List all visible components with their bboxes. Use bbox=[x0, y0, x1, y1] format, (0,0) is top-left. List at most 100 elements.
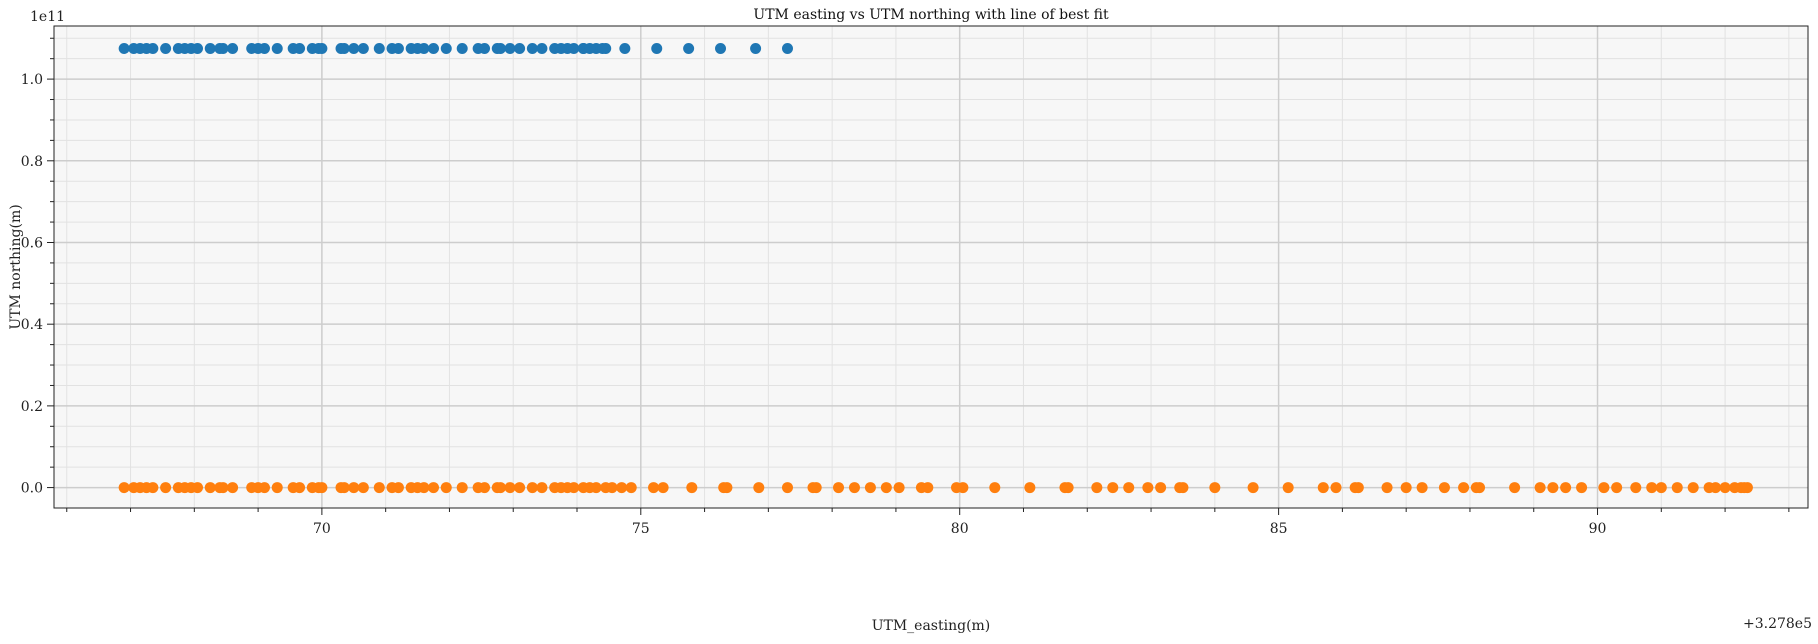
x-tick-label: 75 bbox=[632, 521, 650, 537]
data-point bbox=[440, 42, 452, 54]
data-point bbox=[606, 482, 618, 494]
data-point bbox=[1062, 482, 1074, 494]
data-point bbox=[1091, 482, 1103, 494]
data-point bbox=[348, 42, 360, 54]
y-axis-label: UTM northing(m) bbox=[8, 204, 24, 329]
data-point bbox=[514, 482, 526, 494]
axis-ticks: 70 75 80 85 90 0.0 0.2 0.4 0.6 0.8 1.0 bbox=[21, 37, 1790, 537]
data-point bbox=[1349, 482, 1361, 494]
data-point bbox=[192, 482, 204, 494]
data-point bbox=[479, 42, 491, 54]
x-offset-label: +3.278e5 bbox=[1743, 616, 1812, 632]
y-tick-label: 0.2 bbox=[21, 399, 43, 415]
data-point bbox=[172, 42, 184, 54]
data-point bbox=[922, 482, 934, 494]
data-point bbox=[494, 42, 506, 54]
data-point bbox=[338, 42, 350, 54]
data-point bbox=[1330, 482, 1342, 494]
series-layer bbox=[118, 42, 1753, 494]
data-point bbox=[271, 42, 283, 54]
data-point bbox=[204, 482, 216, 494]
data-point bbox=[118, 482, 130, 494]
data-point bbox=[625, 482, 637, 494]
data-point bbox=[1416, 482, 1428, 494]
data-point bbox=[1560, 482, 1572, 494]
data-point bbox=[657, 482, 669, 494]
data-point bbox=[271, 482, 283, 494]
y-scale-label: 1e11 bbox=[30, 9, 65, 25]
data-point bbox=[864, 482, 876, 494]
data-point bbox=[514, 42, 526, 54]
data-point bbox=[1534, 482, 1546, 494]
data-point bbox=[1598, 482, 1610, 494]
data-point bbox=[957, 482, 969, 494]
data-point bbox=[147, 482, 159, 494]
y-tick-label: 0.8 bbox=[21, 154, 43, 170]
data-point bbox=[683, 42, 695, 54]
data-point bbox=[373, 42, 385, 54]
data-point bbox=[160, 42, 172, 54]
data-point bbox=[204, 42, 216, 54]
data-point bbox=[1381, 482, 1393, 494]
data-point bbox=[1611, 482, 1623, 494]
data-point bbox=[1646, 482, 1658, 494]
data-point bbox=[357, 482, 369, 494]
data-point bbox=[1547, 482, 1559, 494]
chart-title: UTM easting vs UTM northing with line of… bbox=[753, 7, 1109, 23]
data-point bbox=[1576, 482, 1588, 494]
data-point bbox=[1142, 482, 1154, 494]
data-point bbox=[428, 42, 440, 54]
x-axis-label: UTM_easting(m) bbox=[872, 618, 991, 634]
data-point bbox=[252, 42, 264, 54]
data-point bbox=[584, 482, 596, 494]
data-point bbox=[753, 482, 765, 494]
data-point bbox=[456, 42, 468, 54]
data-point bbox=[348, 482, 360, 494]
data-point bbox=[555, 42, 567, 54]
data-point bbox=[584, 42, 596, 54]
x-tick-label: 80 bbox=[951, 521, 969, 537]
plot-frame bbox=[53, 25, 1809, 509]
data-point bbox=[526, 42, 538, 54]
data-point bbox=[252, 482, 264, 494]
data-point bbox=[536, 482, 548, 494]
y-tick-label: 1.0 bbox=[21, 72, 43, 88]
data-point bbox=[338, 482, 350, 494]
data-point bbox=[807, 482, 819, 494]
data-point bbox=[1671, 482, 1683, 494]
data-point bbox=[1123, 482, 1135, 494]
data-point bbox=[880, 482, 892, 494]
data-point bbox=[1458, 482, 1470, 494]
plot-background bbox=[54, 26, 1808, 508]
data-point bbox=[1024, 482, 1036, 494]
data-point bbox=[989, 482, 1001, 494]
y-tick-label: 0.4 bbox=[21, 317, 43, 333]
data-point bbox=[1174, 482, 1186, 494]
data-point bbox=[412, 482, 424, 494]
data-point bbox=[833, 482, 845, 494]
data-point bbox=[313, 42, 325, 54]
data-point bbox=[456, 482, 468, 494]
data-point bbox=[227, 482, 239, 494]
y-tick-label: 0.0 bbox=[21, 481, 43, 497]
data-point bbox=[651, 42, 663, 54]
data-point bbox=[147, 42, 159, 54]
data-point bbox=[893, 482, 905, 494]
data-point bbox=[648, 482, 660, 494]
data-point bbox=[568, 42, 580, 54]
data-point bbox=[715, 42, 727, 54]
data-point bbox=[1509, 482, 1521, 494]
data-point bbox=[1710, 482, 1722, 494]
data-point bbox=[718, 482, 730, 494]
data-point bbox=[227, 42, 239, 54]
data-point bbox=[686, 482, 698, 494]
data-point bbox=[504, 42, 516, 54]
data-point bbox=[1155, 482, 1167, 494]
data-point bbox=[494, 482, 506, 494]
data-point bbox=[1317, 482, 1329, 494]
data-point bbox=[294, 482, 306, 494]
data-point bbox=[536, 42, 548, 54]
x-tick-label: 85 bbox=[1270, 521, 1288, 537]
data-point bbox=[555, 482, 567, 494]
